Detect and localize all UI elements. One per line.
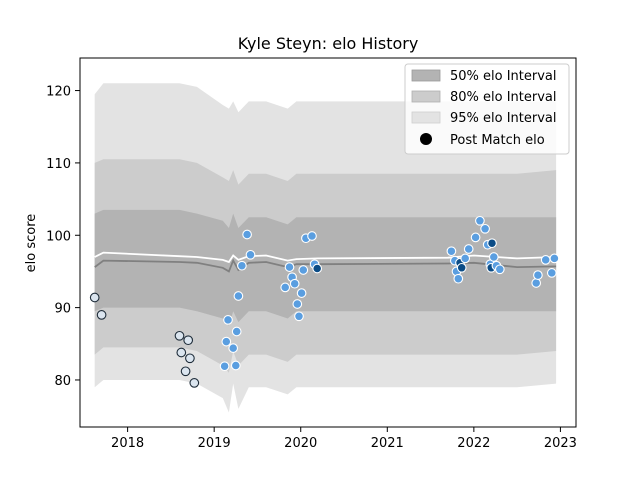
legend-label-post-match: Post Match elo [450,133,545,148]
axes-frame [79,57,577,428]
legend: 50% elo Interval 80% elo Interval 95% el… [404,63,570,155]
legend-marker-icon [420,133,432,145]
y-tick-label: 120 [46,85,71,100]
post-match-elo-point [540,255,551,265]
legend-swatch-80 [411,90,441,103]
post-match-elo-point [546,268,557,278]
post-match-elo-point [446,246,457,257]
post-match-elo-point [480,223,490,234]
y-tick-label: 100 [46,229,71,244]
post-match-elo-point [219,361,230,372]
post-match-elo-point [174,330,185,341]
chart-title: Kyle Steyn: elo History [238,34,419,53]
post-match-elo-point [453,273,464,284]
post-match-elo-point [475,215,485,226]
post-match-elo-point [531,278,542,288]
band-50-interval [94,209,557,326]
y-axis: 80 90 100 110 120 [46,85,80,389]
y-tick-label: 80 [54,374,71,389]
post-match-elo-point [487,238,497,249]
legend-box [404,63,570,155]
post-match-elo-point [89,292,100,303]
post-match-elo-point [242,229,252,240]
x-tick-label: 2019 [198,436,231,451]
post-match-elo-point [230,360,241,371]
x-axis: 2018 2019 2020 2021 2022 2023 [111,427,577,451]
post-match-elo-point [245,249,256,260]
x-tick-label: 2022 [457,436,490,451]
x-tick-label: 2020 [284,436,317,451]
post-match-elo-point [470,232,481,243]
post-match-elo-point [312,263,323,274]
post-match-elo-point [96,310,107,320]
y-tick-label: 90 [54,302,71,317]
post-match-elo-point [463,244,474,254]
post-match-elo-point [185,353,195,364]
post-match-elo-point [549,253,560,264]
post-match-elo-point [289,278,300,289]
post-match-elo-point [307,231,317,241]
post-match-elo-point [189,378,200,388]
legend-swatch-95 [411,111,441,124]
post-match-elo-point [460,253,471,264]
post-match-elo-point [237,260,247,271]
post-match-elo-point [183,335,194,346]
post-match-elo-point [292,299,303,309]
y-tick-label: 110 [46,157,71,172]
legend-label-95: 95% elo Interval [450,111,557,126]
post-match-elo-point [221,336,232,347]
post-match-elo-point [180,366,191,377]
post-match-elo-point [284,262,295,272]
y-axis-label: elo score [24,214,39,273]
post-match-elo-point [294,311,304,322]
legend-label-80: 80% elo Interval [450,90,557,105]
plot-area [89,83,560,413]
post-match-elo-point [233,291,244,301]
x-tick-label: 2021 [371,436,404,451]
post-match-elo-point [488,252,499,262]
legend-label-50: 50% elo Interval [450,69,557,84]
post-match-elo-point [231,326,242,337]
post-match-elo-point [296,288,307,298]
post-match-elo-point [298,265,309,275]
post-match-elo-point [494,264,505,275]
post-match-elo-point [456,262,467,273]
post-match-elo-point [533,270,543,280]
x-tick-label: 2018 [111,436,144,451]
post-match-elo-point [176,347,187,358]
post-match-elo-point [280,282,291,293]
x-tick-label: 2023 [544,436,577,451]
post-match-elo-point [228,343,239,353]
post-match-elo-point [223,315,233,325]
legend-swatch-50 [411,69,441,82]
